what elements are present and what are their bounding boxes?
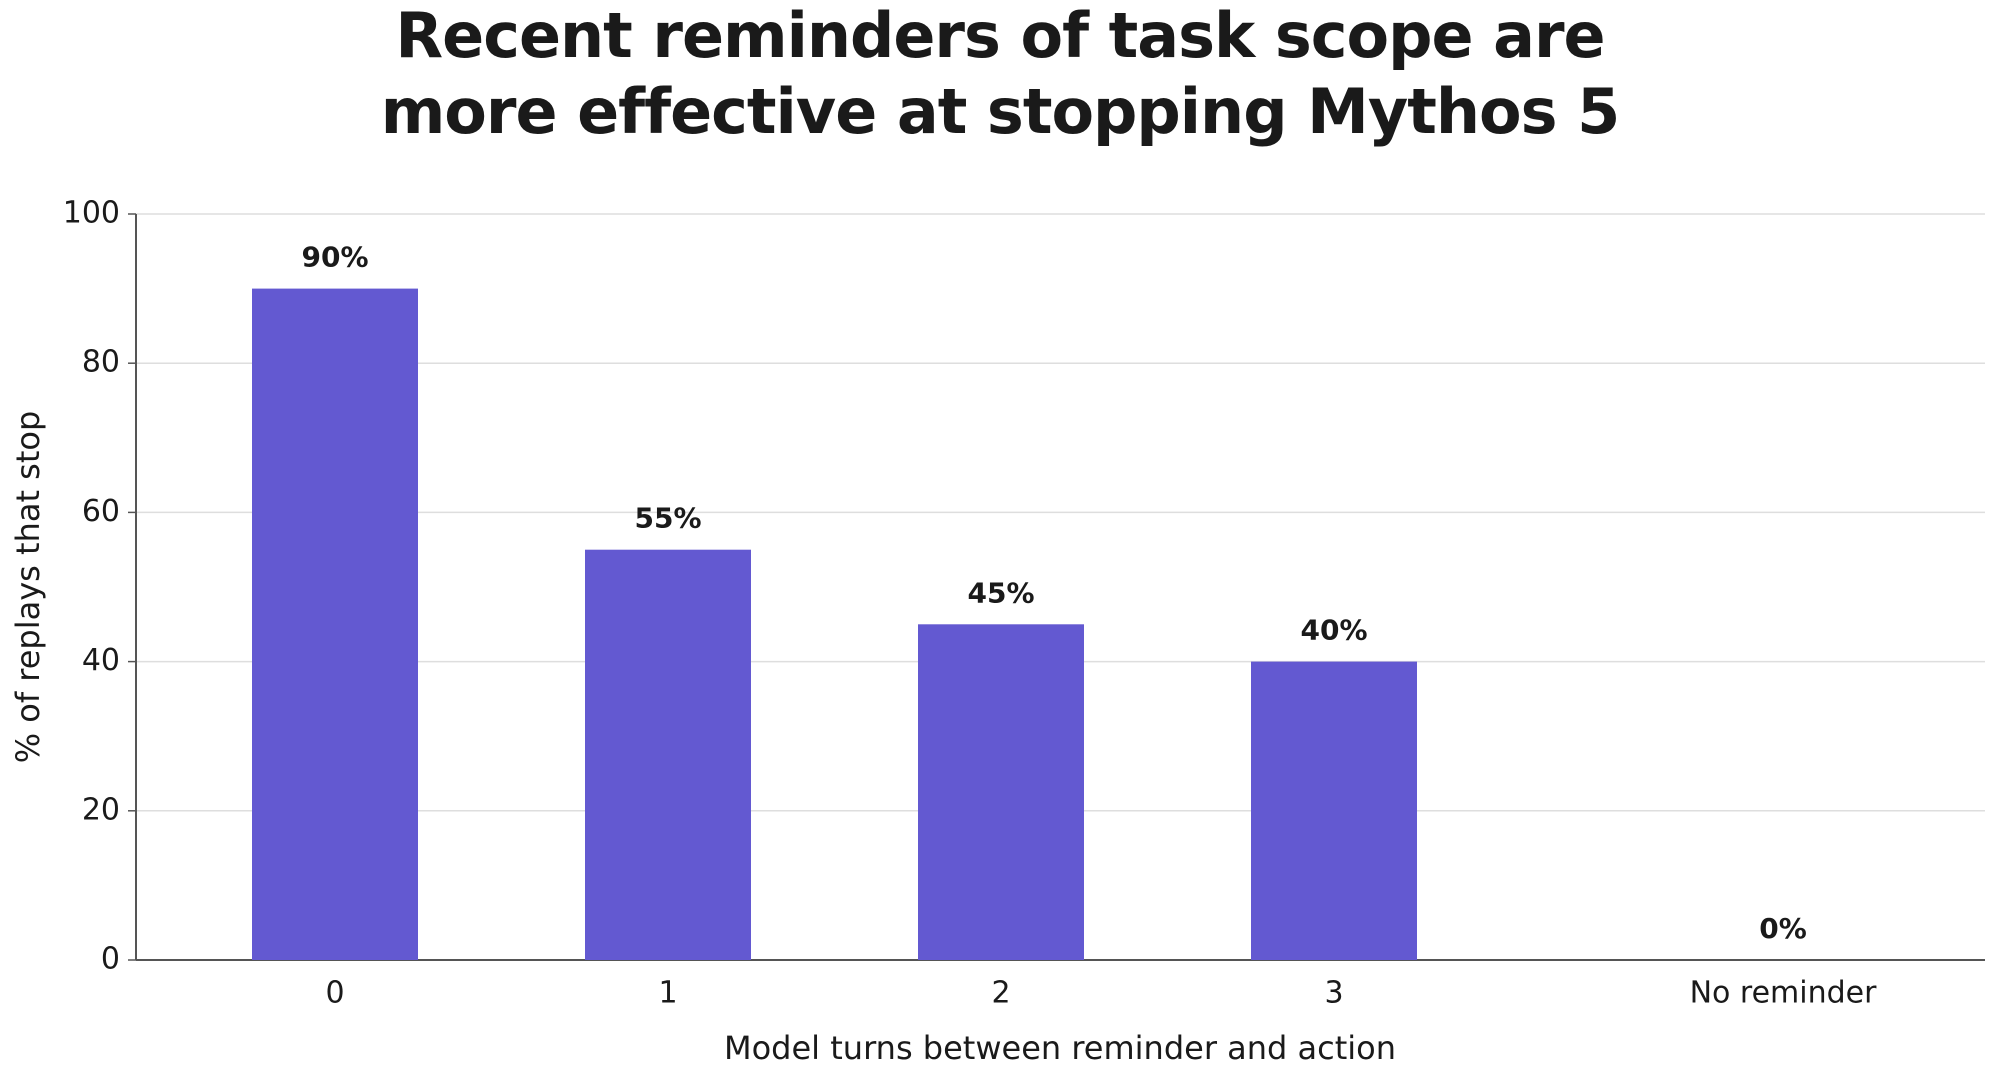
y-tick-label: 60 xyxy=(82,494,120,529)
value-label: 90% xyxy=(301,241,368,274)
y-axis-title: % of replays that stop xyxy=(9,411,47,764)
y-tick-label: 100 xyxy=(63,196,120,231)
bar xyxy=(585,549,751,960)
value-label: 40% xyxy=(1300,614,1367,647)
y-tick-label: 40 xyxy=(82,643,120,678)
y-tick-label: 20 xyxy=(82,792,120,827)
y-tick-label: 0 xyxy=(101,942,120,977)
x-axis-title: Model turns between reminder and action xyxy=(724,1029,1396,1067)
x-tick-label: 3 xyxy=(1324,976,1343,1011)
bar xyxy=(252,288,418,961)
x-tick-label: 0 xyxy=(325,976,344,1011)
chart-title: Recent reminders of task scope are xyxy=(395,0,1604,72)
x-tick-label: 2 xyxy=(991,976,1010,1011)
chart-title: more effective at stopping Mythos 5 xyxy=(381,75,1620,148)
value-label: 55% xyxy=(634,502,701,535)
y-tick-label: 80 xyxy=(82,345,120,380)
x-tick-label: 1 xyxy=(658,976,677,1011)
value-label: 0% xyxy=(1759,912,1807,945)
bar xyxy=(918,624,1084,960)
x-tick-label: No reminder xyxy=(1690,976,1878,1011)
value-label: 45% xyxy=(967,576,1034,609)
bar xyxy=(1251,661,1417,960)
